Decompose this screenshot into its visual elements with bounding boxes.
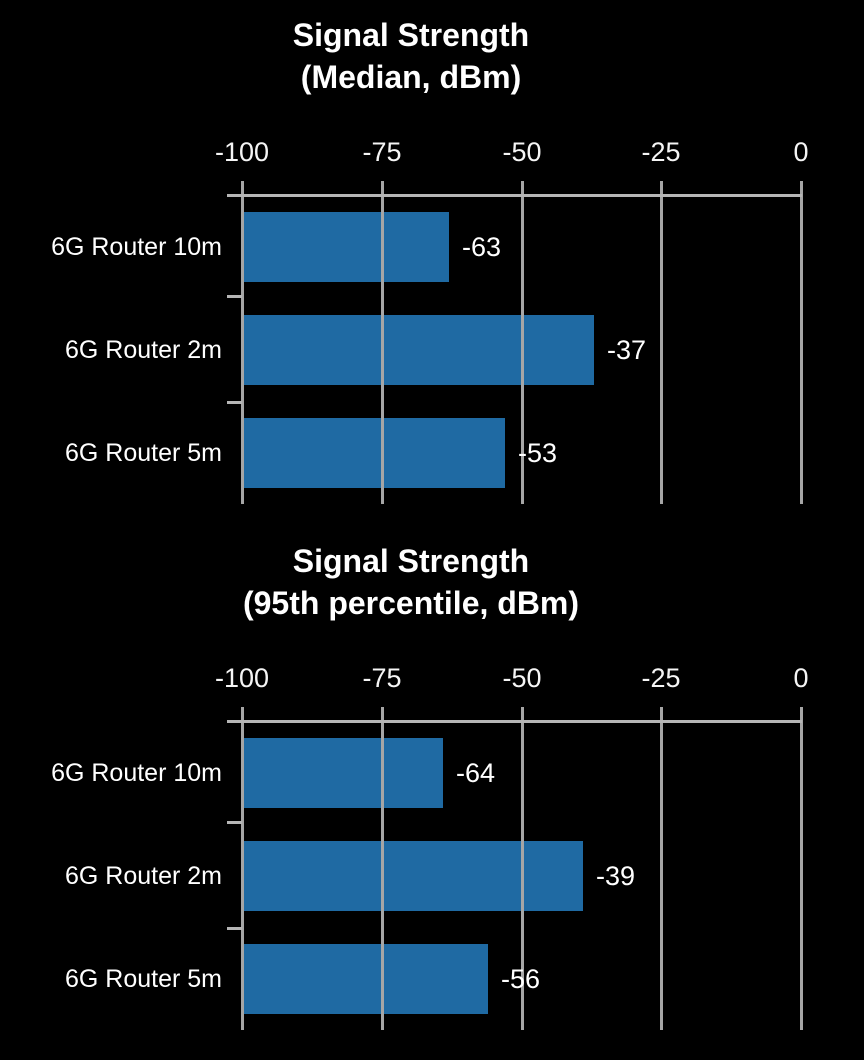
x-tick-label: -75 (362, 137, 402, 167)
bar (242, 212, 449, 282)
gridline (241, 181, 244, 504)
gridline (521, 707, 524, 1030)
x-tick-label: -50 (502, 663, 542, 693)
category-label: 6G Router 2m (64, 862, 222, 890)
x-tick-label: 0 (793, 663, 809, 693)
chart-95th-percentile: Signal Strength (95th percentile, dBm) 6… (0, 526, 864, 1060)
x-tick-label: -25 (641, 663, 681, 693)
gridline (660, 181, 663, 504)
chart-title-line2: (95th percentile, dBm) (242, 585, 580, 621)
category-label: 6G Router 5m (64, 965, 222, 993)
gridline (660, 707, 663, 1030)
chart-title: Signal Strength (95th percentile, dBm) (0, 540, 822, 624)
gridline (800, 707, 803, 1030)
x-tick-label: -50 (502, 137, 542, 167)
chart-title-line1: Signal Strength (292, 543, 530, 579)
y-axis-tick (227, 821, 242, 824)
category-label: 6G Router 10m (51, 233, 222, 261)
bar (242, 418, 505, 488)
y-axis-tick (227, 295, 242, 298)
gridline (381, 181, 384, 504)
x-tick-label: -75 (362, 663, 402, 693)
bar (242, 944, 488, 1014)
gridline (241, 707, 244, 1030)
chart-title-line2: (Median, dBm) (300, 59, 522, 95)
bar (242, 841, 583, 911)
value-label: -56 (501, 964, 541, 994)
gridline (800, 181, 803, 504)
chart-median: Signal Strength (Median, dBm) 6G Router … (0, 0, 864, 526)
category-label: 6G Router 5m (64, 439, 222, 467)
y-axis-tick (227, 927, 242, 930)
gridline (381, 707, 384, 1030)
x-tick-label: 0 (793, 137, 809, 167)
x-tick-label: -100 (214, 137, 270, 167)
x-tick-label: -100 (214, 663, 270, 693)
chart-title-line1: Signal Strength (292, 17, 530, 53)
gridline (521, 181, 524, 504)
value-label: -53 (518, 438, 558, 468)
bar (242, 315, 594, 385)
bar (242, 738, 443, 808)
category-label: 6G Router 2m (64, 336, 222, 364)
value-label: -64 (456, 758, 496, 788)
x-tick-label: -25 (641, 137, 681, 167)
value-label: -39 (596, 861, 636, 891)
chart-title: Signal Strength (Median, dBm) (0, 14, 822, 98)
value-label: -63 (462, 232, 502, 262)
category-label: 6G Router 10m (51, 759, 222, 787)
x-axis-line (227, 720, 802, 723)
x-axis-line (227, 194, 802, 197)
y-axis-tick (227, 401, 242, 404)
value-label: -37 (607, 335, 647, 365)
